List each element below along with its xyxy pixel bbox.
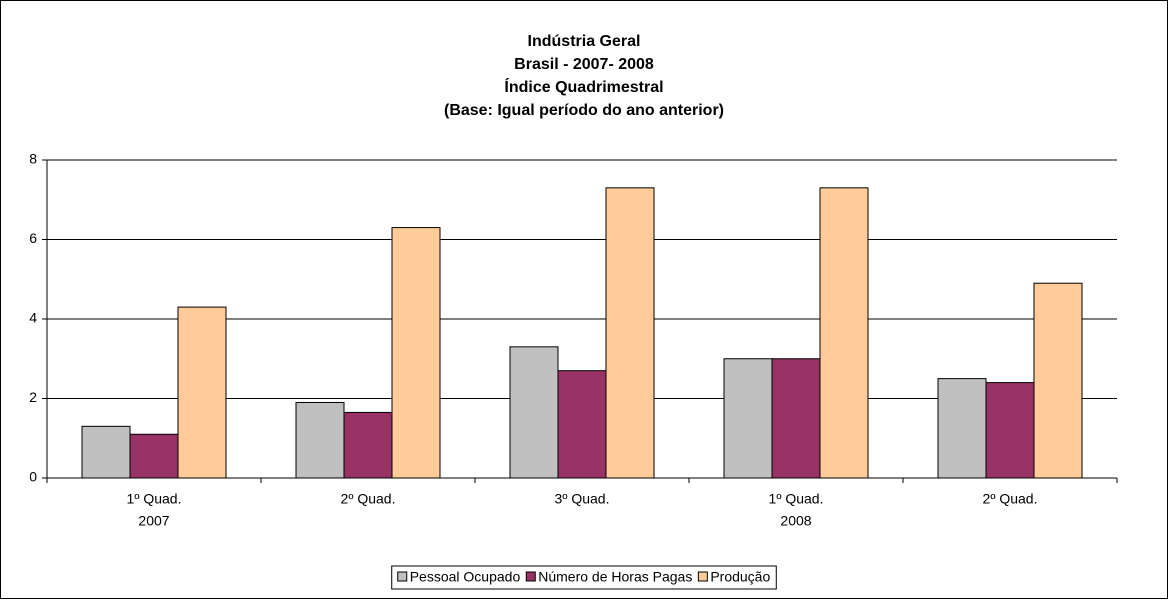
legend-label: Produção [710, 569, 770, 585]
legend-swatch [697, 571, 708, 582]
x-tick-label: 2008 [780, 513, 811, 529]
chart-title: Indústria Geral [528, 33, 641, 50]
bar [509, 346, 559, 479]
x-tick-label: 2º Quad. [983, 491, 1038, 507]
x-tick-label: 2º Quad. [341, 491, 396, 507]
bar [177, 306, 227, 479]
x-tick-label: 2007 [138, 513, 169, 529]
legend-swatch [397, 571, 408, 582]
y-tick-label: 4 [29, 310, 37, 326]
chart-title: Brasil - 2007- 2008 [514, 56, 654, 73]
bar [295, 401, 345, 479]
bar [771, 358, 821, 479]
legend-swatch [525, 571, 536, 582]
bar [1033, 282, 1083, 479]
x-tick-label: 3º Quad. [555, 491, 610, 507]
bar [81, 425, 131, 479]
bar [343, 411, 393, 479]
x-tick-label: 1º Quad. [127, 491, 182, 507]
x-tick-label: 1º Quad. [769, 491, 824, 507]
bar [557, 370, 607, 479]
legend-label: Pessoal Ocupado [410, 569, 521, 585]
y-tick-label: 2 [29, 389, 37, 405]
bar [937, 378, 987, 479]
chart-title: Índice Quadrimestral [504, 77, 663, 96]
y-tick-label: 6 [29, 230, 37, 246]
bar [985, 382, 1035, 479]
legend-box [391, 565, 777, 590]
y-tick-label: 0 [29, 469, 37, 485]
chart-title: (Base: Igual período do ano anterior) [444, 102, 724, 119]
y-tick-label: 8 [29, 151, 37, 167]
bar [129, 433, 179, 479]
bar [605, 187, 655, 479]
bar [819, 187, 869, 479]
legend-label: Número de Horas Pagas [538, 569, 692, 585]
bar [391, 227, 441, 479]
bar [723, 358, 773, 479]
